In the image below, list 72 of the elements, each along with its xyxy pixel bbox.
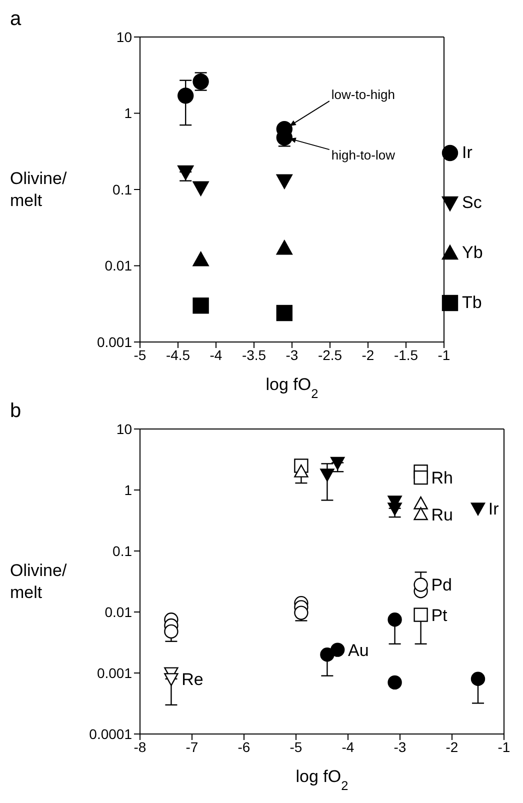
point [164, 624, 178, 639]
point [178, 165, 194, 180]
point [294, 464, 308, 478]
point [320, 648, 334, 662]
point [330, 642, 345, 657]
x-tick-label: -4.5 [166, 346, 190, 363]
y-tick-label: 0.01 [104, 258, 132, 274]
point [178, 88, 194, 104]
point [388, 502, 402, 516]
annotation: low-to-high [331, 87, 395, 102]
y-tick-label: 1 [124, 482, 132, 498]
point [414, 496, 428, 510]
legend-label: Sc [462, 193, 482, 213]
series-label: Pt [431, 606, 448, 625]
point [192, 298, 209, 314]
point [414, 507, 428, 520]
x-tick-label: -3.5 [242, 346, 266, 363]
y-tick-label: 0.001 [96, 334, 132, 350]
point [414, 608, 428, 622]
series-label: Ir [488, 499, 500, 518]
point [192, 181, 209, 196]
y-tick-label: 10 [116, 420, 132, 437]
y-tick-label: 0.1 [112, 181, 132, 198]
legend-label: Tb [462, 293, 482, 313]
y-tick-label: 0.001 [96, 664, 132, 681]
series-label: Ru [431, 505, 453, 524]
y-tick-label: 1 [124, 105, 132, 122]
x-tick-label: -2 [446, 738, 458, 755]
x-tick-label: -2.5 [318, 346, 342, 363]
point [164, 673, 178, 686]
x-tick-label: -2 [362, 346, 374, 363]
x-tick-label: -5 [290, 738, 302, 755]
x-tick-label: -1 [498, 738, 510, 755]
x-tick-label: -3 [394, 738, 406, 755]
y-tick-label: 0.0001 [89, 726, 132, 742]
x-axis-title: log fO$_{2}$ [266, 375, 318, 400]
point [192, 252, 209, 266]
point [388, 675, 402, 690]
x-tick-label: -4 [342, 738, 354, 755]
point [414, 470, 428, 485]
point [414, 578, 428, 592]
point [470, 502, 486, 516]
x-tick-label: -3 [286, 346, 298, 363]
series-label: Pd [431, 576, 452, 595]
y-axis-title: Olivine/ melt [10, 560, 67, 604]
chart-title: a [10, 8, 22, 31]
y-tick-label: 0.1 [112, 542, 132, 559]
x-tick-label: -1.5 [394, 346, 418, 363]
chart-title: b [10, 400, 22, 423]
point [276, 304, 292, 322]
x-tick-label: -5 [134, 346, 146, 363]
point [470, 672, 486, 686]
x-tick-label: -7 [186, 738, 198, 755]
x-tick-label: -6 [238, 738, 250, 755]
x-axis-title: log fO$_{2}$ [296, 767, 348, 792]
y-tick-label: 0.01 [104, 604, 132, 620]
point [276, 174, 292, 189]
point [388, 612, 402, 627]
x-tick-label: -8 [134, 738, 146, 755]
y-tick-label: 10 [116, 28, 132, 45]
series-label: Rh [431, 468, 453, 488]
x-tick-label: -1 [438, 346, 450, 363]
point [320, 468, 334, 482]
point [276, 240, 292, 255]
legend-label: Ir [462, 143, 472, 163]
point [294, 606, 308, 620]
series-label: Au [348, 640, 369, 660]
x-tick-label: -4 [210, 346, 222, 363]
series-label: Re [182, 670, 204, 689]
legend-label: Yb [462, 243, 483, 263]
annotation: high-to-low [331, 148, 396, 163]
y-axis-title: Olivine/ melt [10, 168, 67, 212]
